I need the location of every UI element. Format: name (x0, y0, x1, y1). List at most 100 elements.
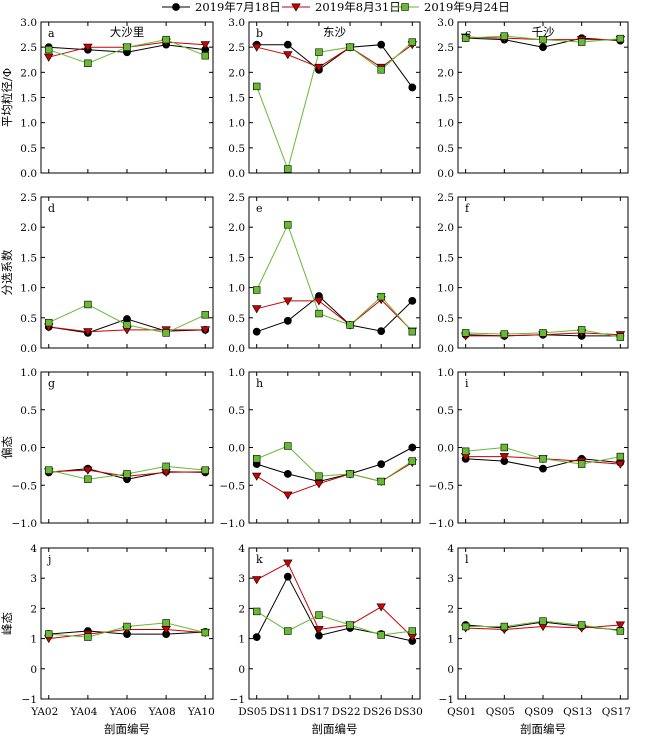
y-tick-label: −1.0 (429, 518, 455, 530)
y-tick-label: 1 (447, 634, 454, 646)
legend-label: 2019年7月18日 (195, 0, 281, 14)
region-title: 东沙 (323, 25, 346, 39)
plot-frame (457, 196, 629, 349)
panel-letter: l (465, 553, 469, 566)
y-tick-label: 0.0 (20, 443, 37, 455)
data-point-triangle (83, 466, 93, 475)
data-point-square (162, 329, 170, 337)
series-line (256, 41, 413, 171)
data-point-square (346, 321, 354, 329)
series-line (256, 575, 413, 642)
series-line (256, 299, 413, 332)
y-tick-label: 0.5 (437, 405, 454, 417)
y-axis-label: 平均粒径/Φ (0, 68, 14, 127)
x-axis-label: 剖面编号 (520, 722, 566, 736)
y-tick-label: −0.5 (12, 480, 38, 492)
y-tick-label: 2.5 (437, 42, 454, 54)
panel-b: 0.0 0.5 1.0 1.5 2.0 2.5 3.0 b 东沙 (228, 17, 421, 180)
data-point-circle (252, 327, 261, 336)
series-line (256, 462, 413, 496)
y-tick-label: 2 (30, 603, 37, 615)
y-tick-label: 2.0 (437, 67, 454, 79)
data-point-triangle (283, 51, 293, 60)
data-point-square (408, 627, 417, 635)
panel-letter: b (256, 27, 263, 40)
panel-l: −1 0 1 2 3 4 QS01 QS05 QS09 QS13 QS17 l 剖面编号 (439, 543, 631, 736)
y-tick-label: 3.0 (437, 17, 454, 29)
plot-frame (457, 371, 629, 524)
data-point-triangle (615, 460, 626, 469)
y-tick-label: 2.0 (228, 222, 245, 234)
data-point-square (123, 321, 131, 329)
data-point-square (539, 35, 547, 44)
data-point-circle (283, 316, 292, 325)
y-tick-label: 1.5 (437, 93, 454, 105)
data-point-square (577, 460, 586, 468)
series-line (256, 562, 413, 638)
y-axis-label: 峰态 (0, 612, 14, 635)
data-point-square (201, 628, 209, 637)
data-point-square (84, 475, 92, 483)
data-point-triangle (83, 328, 93, 337)
data-point-circle (377, 40, 386, 49)
panel-h: −1.0 −0.5 0.0 0.5 1.0 h (220, 367, 421, 530)
y-axis-label: 分选系数 (0, 249, 14, 295)
data-point-square (377, 66, 385, 74)
panel-e: 0.0 0.5 1.0 1.5 2.0 2.5 e (228, 192, 421, 355)
plot-frame (248, 196, 421, 349)
data-point-square (162, 462, 170, 471)
legend-label: 2019年8月31日 (315, 0, 401, 14)
panel-letter: d (48, 202, 55, 215)
y-tick-label: 0.0 (437, 168, 454, 180)
data-point-square (408, 327, 417, 336)
y-tick-label: 3.0 (20, 17, 37, 29)
y-tick-label: 0 (238, 664, 245, 676)
data-point-square (284, 165, 292, 173)
data-point-triangle (44, 53, 54, 62)
y-tick-label: 0.5 (437, 143, 454, 155)
data-point-circle (377, 460, 386, 469)
data-point-circle (172, 3, 180, 11)
y-tick-label: 1.5 (437, 252, 454, 264)
panel-c: 0.0 0.5 1.0 1.5 2.0 2.5 3.0 c 千沙 (437, 17, 629, 180)
region-title: 大沙里 (110, 25, 145, 39)
y-tick-label: 2.5 (20, 42, 37, 54)
data-point-square (84, 633, 92, 641)
y-tick-label: 1 (238, 634, 245, 646)
panel-letter: h (256, 377, 263, 390)
data-point-circle (283, 40, 292, 49)
y-tick-label: 1.0 (228, 283, 245, 295)
data-point-triangle (615, 621, 626, 630)
y-tick-label: −0.5 (429, 480, 455, 492)
data-point-square (616, 627, 625, 635)
y-tick-label: 0 (447, 664, 454, 676)
y-tick-label: 1.0 (20, 118, 37, 130)
y-tick-label: 1.5 (228, 93, 245, 105)
y-tick-label: −0.5 (220, 480, 246, 492)
panel-d: 0.0 0.5 1.0 1.5 2.0 2.5 d 分选系数 (0, 192, 214, 355)
data-point-triangle (83, 43, 93, 52)
y-tick-label: 2 (238, 603, 245, 615)
data-point-triangle (376, 603, 386, 612)
x-tick-label: YA10 (187, 706, 215, 718)
x-tick-label: YA04 (69, 706, 97, 718)
data-point-circle (408, 443, 417, 452)
y-tick-label: 3.0 (228, 17, 245, 29)
y-tick-label: −1.0 (220, 518, 246, 530)
data-point-circle (283, 470, 292, 478)
x-tick-label: YA06 (108, 706, 136, 718)
y-tick-label: 0.5 (20, 143, 37, 155)
y-tick-label: −1 (22, 694, 37, 706)
data-point-triangle (499, 453, 510, 462)
x-axis-label: 剖面编号 (312, 722, 358, 736)
y-tick-label: −1 (230, 694, 245, 706)
data-point-square (84, 300, 92, 309)
y-tick-label: 2.5 (437, 192, 454, 204)
data-point-triangle (200, 41, 210, 50)
panel-letter: f (465, 202, 470, 215)
y-tick-label: 0 (30, 664, 37, 676)
data-point-circle (408, 296, 417, 305)
data-point-square (45, 45, 53, 54)
data-point-triangle (314, 626, 324, 635)
